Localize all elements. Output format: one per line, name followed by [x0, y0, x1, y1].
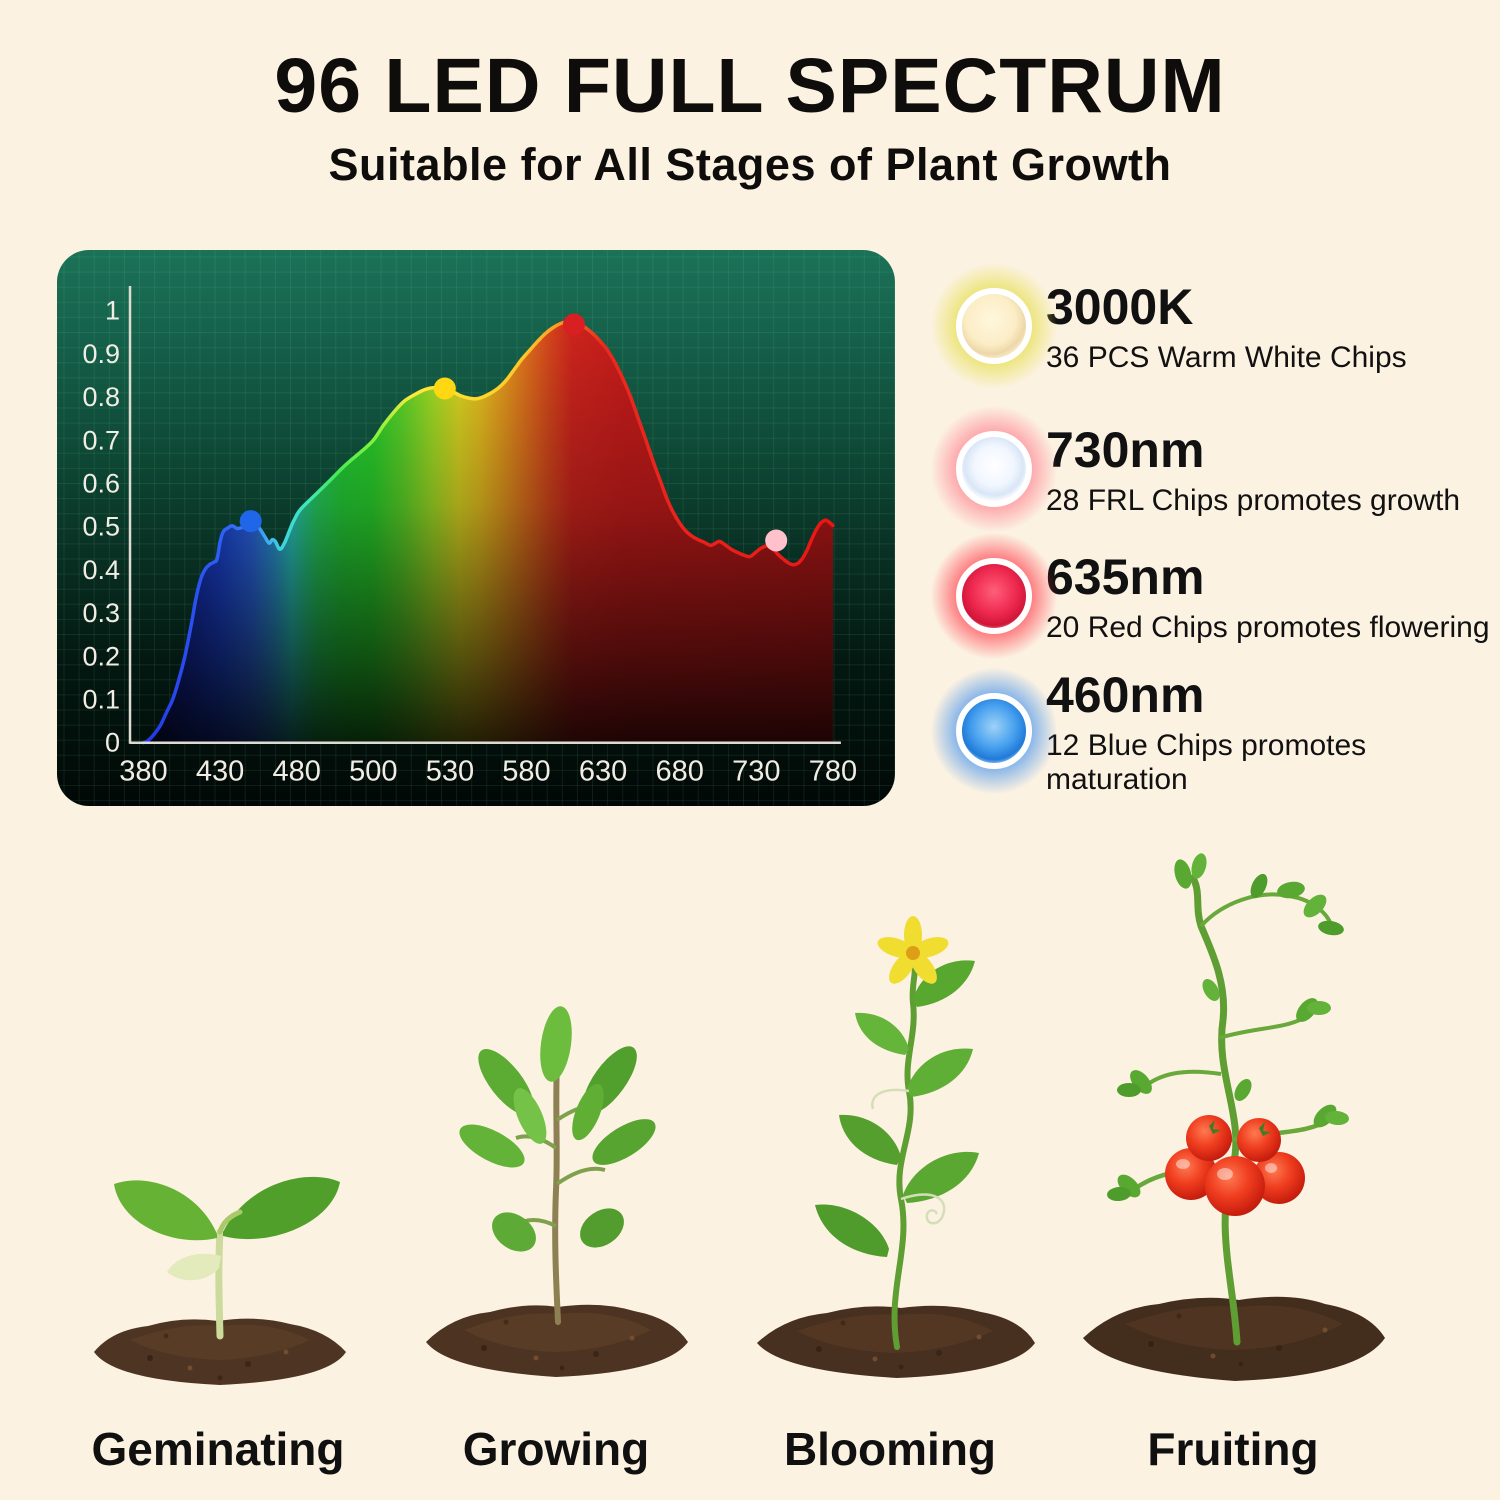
page-title: 96 LED FULL SPECTRUM: [274, 43, 1226, 129]
legend-item-460nm: 460nm 12 Blue Chips promotes maturation: [926, 663, 1500, 799]
soil-mound: [94, 1318, 346, 1385]
svg-text:730: 730: [732, 756, 780, 788]
legend-item-3000k: 3000K 36 PCS Warm White Chips: [926, 258, 1407, 394]
header: 96 LED FULL SPECTRUM Suitable for All St…: [0, 48, 1500, 191]
page-subtitle: Suitable for All Stages of Plant Growth: [328, 139, 1172, 190]
svg-text:0.6: 0.6: [82, 469, 120, 499]
sapling-stem: [552, 1059, 561, 1325]
svg-text:780: 780: [809, 756, 857, 788]
svg-text:0.3: 0.3: [82, 598, 120, 628]
svg-text:1: 1: [105, 296, 120, 326]
spectrum-chart-panel: 0 0.1 0.2 0.3 0.4 0.5 0.6 0.7 0.8 0.9 1 380 430 480 50…: [57, 250, 895, 806]
legend-item-635nm: 635nm 20 Red Chips promotes flowering: [926, 528, 1490, 664]
plant-illustration-germinating: [94, 1176, 346, 1385]
svg-text:0.2: 0.2: [82, 641, 120, 671]
seedling-stem: [215, 1228, 224, 1340]
svg-text:380: 380: [119, 756, 167, 788]
svg-text:430: 430: [196, 756, 244, 788]
svg-text:0.8: 0.8: [82, 382, 120, 412]
stem-tip: [217, 1209, 243, 1235]
right-leaf: [223, 1176, 340, 1240]
chip-description: 12 Blue Chips promotes maturation: [1046, 729, 1367, 797]
svg-text:530: 530: [426, 756, 474, 788]
spectrum-chart: 0 0.1 0.2 0.3 0.4 0.5 0.6 0.7 0.8 0.9 1 380 430 480 50…: [57, 250, 895, 806]
red-led-icon: [926, 528, 1062, 664]
stage-label-blooming: Blooming: [783, 1423, 997, 1475]
far-red-led-icon: [926, 401, 1062, 537]
soil-mound: [426, 1304, 688, 1377]
svg-text:0.4: 0.4: [82, 555, 120, 585]
vine-stem: [891, 958, 918, 1350]
plant-illustration-fruiting: [1083, 853, 1385, 1381]
svg-text:0: 0: [105, 728, 120, 758]
svg-text:480: 480: [273, 756, 321, 788]
svg-text:580: 580: [502, 756, 550, 788]
chip-description: 36 PCS Warm White Chips: [1046, 341, 1407, 375]
tomato-leaves: [1107, 853, 1349, 1202]
yellow-flower: [877, 916, 949, 984]
warm-white-led-icon: [926, 258, 1062, 394]
branch: [555, 1166, 606, 1186]
plant-illustration-blooming: [757, 916, 1035, 1378]
legend-item-730nm: 730nm 28 FRL Chips promotes growth: [926, 401, 1460, 537]
tendrils: [871, 1088, 946, 1225]
tomato-stem: [1189, 874, 1241, 1346]
chip-heading: 730nm: [1046, 421, 1205, 478]
chip-description: 28 FRL Chips promotes growth: [1046, 484, 1461, 518]
vine-leaves: [815, 960, 979, 1257]
blue-led-icon: [926, 663, 1062, 799]
chip-description: 20 Red Chips promotes flowering: [1046, 611, 1490, 645]
chip-heading: 3000K: [1046, 278, 1194, 335]
svg-text:0.7: 0.7: [82, 425, 120, 455]
svg-text:680: 680: [656, 756, 704, 788]
chip-heading: 635nm: [1046, 548, 1205, 605]
cotyledon-leaf: [167, 1253, 221, 1281]
sapling-leaves: [459, 1006, 656, 1252]
chip-heading: 460nm: [1046, 666, 1205, 723]
svg-text:0.1: 0.1: [82, 685, 120, 715]
svg-text:0.5: 0.5: [82, 512, 120, 542]
plant-illustration-growing: [426, 1006, 688, 1377]
tomatoes: [1165, 1115, 1305, 1216]
svg-text:630: 630: [579, 756, 627, 788]
stage-label-germinating: Geminating: [91, 1423, 345, 1475]
stage-label-growing: Growing: [462, 1423, 650, 1475]
svg-text:500: 500: [349, 756, 397, 788]
svg-text:0.9: 0.9: [82, 339, 120, 369]
stage-label-fruiting: Fruiting: [1147, 1423, 1319, 1475]
left-leaf: [114, 1180, 217, 1241]
